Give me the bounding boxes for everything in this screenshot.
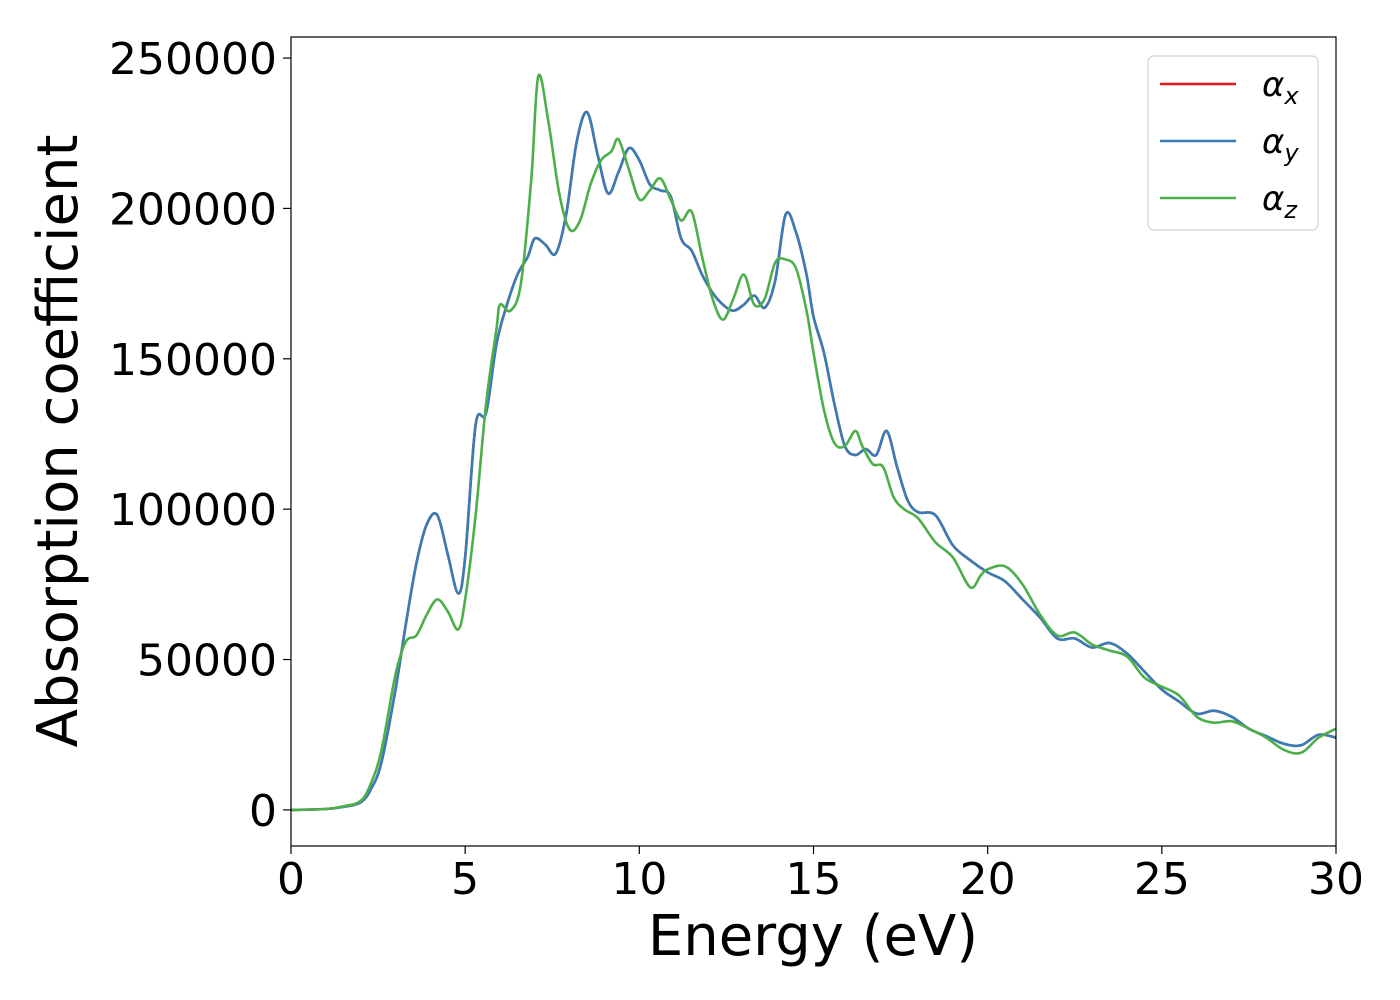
x-tick-label: 20 — [960, 854, 1016, 905]
legend-subscript: z — [1283, 196, 1298, 224]
y-tick-label: 150000 — [109, 335, 277, 386]
x-tick-label: 25 — [1134, 854, 1190, 905]
x-tick-label: 5 — [451, 854, 479, 905]
x-axis-label: Energy (eV) — [648, 904, 978, 969]
y-tick-label: 100000 — [109, 485, 277, 536]
series-layer — [291, 73, 1336, 812]
x-tick-label: 30 — [1308, 854, 1364, 905]
x-tick-label: 10 — [611, 854, 667, 905]
y-axis: 0 50000 100000 150000 200000 250000 — [109, 34, 291, 837]
x-axis: 0 5 10 15 20 25 30 — [277, 846, 1364, 905]
x-tick-label: 15 — [786, 854, 842, 905]
y-tick-label: 250000 — [109, 34, 277, 85]
y-axis-label: Absorption coefficient — [26, 135, 91, 748]
y-tick-label: 50000 — [137, 636, 277, 687]
legend-subscript: y — [1283, 139, 1299, 167]
y-tick-label: 0 — [249, 786, 277, 837]
y-tick-label: 200000 — [109, 184, 277, 235]
x-tick-label: 0 — [277, 854, 305, 905]
legend-box — [1147, 55, 1319, 231]
legend-subscript: x — [1283, 82, 1299, 110]
series-line-alpha-z — [291, 73, 1336, 812]
